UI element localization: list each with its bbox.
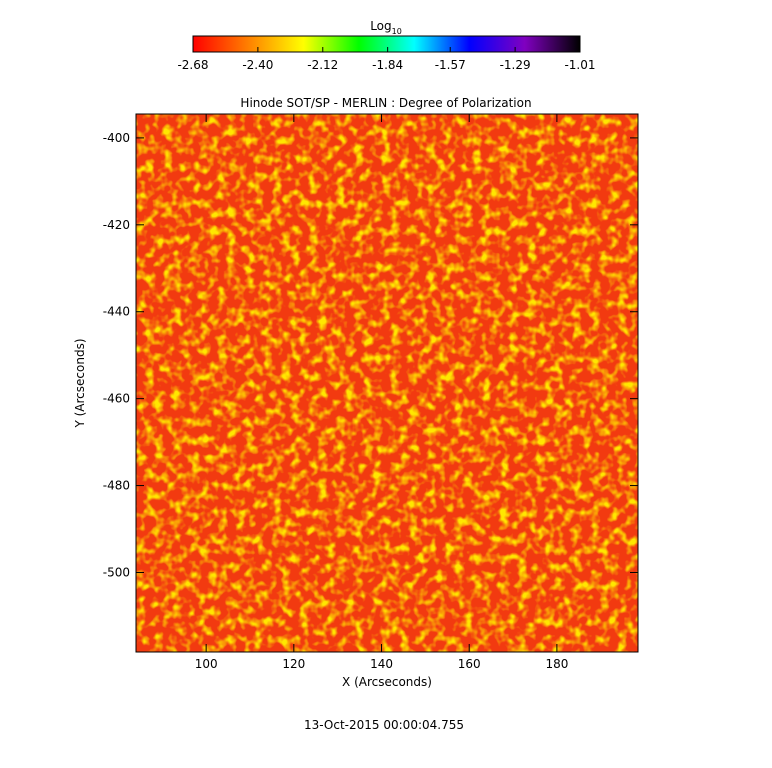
y-tick-label: -420 <box>103 218 130 232</box>
x-axis-label: X (Arcseconds) <box>342 675 432 689</box>
y-tick-label: -400 <box>103 131 130 145</box>
colorbar-tick-label: -1.84 <box>372 58 403 72</box>
chart-title: Hinode SOT/SP - MERLIN : Degree of Polar… <box>240 96 531 110</box>
colorbar <box>192 35 581 53</box>
timestamp: 13-Oct-2015 00:00:04.755 <box>304 718 464 732</box>
colorbar-tick-label: -1.57 <box>435 58 466 72</box>
x-tick-label: 160 <box>458 657 481 671</box>
colorbar-tick-label: -2.12 <box>307 58 338 72</box>
colorbar-label-base: Log <box>370 19 391 33</box>
colorbar-label: Log10 <box>370 19 402 36</box>
colorbar-tick-label: -1.01 <box>564 58 595 72</box>
y-tick-label: -440 <box>103 305 130 319</box>
colorbar-tick-label: -2.40 <box>242 58 273 72</box>
colorbar-tick-label: -1.29 <box>500 58 531 72</box>
y-tick-label: -480 <box>103 479 130 493</box>
y-tick-label: -460 <box>103 392 130 406</box>
x-tick-label: 180 <box>545 657 568 671</box>
x-tick-label: 140 <box>370 657 393 671</box>
colorbar-tick-label: -2.68 <box>177 58 208 72</box>
x-tick-label: 100 <box>195 657 218 671</box>
y-tick-label: -500 <box>103 565 130 579</box>
polarization-texture <box>136 114 638 652</box>
plot-frame <box>135 113 639 653</box>
colorbar-label-subscript: 10 <box>392 27 402 36</box>
y-axis-label: Y (Arcseconds) <box>73 338 87 428</box>
x-tick-label: 120 <box>282 657 305 671</box>
